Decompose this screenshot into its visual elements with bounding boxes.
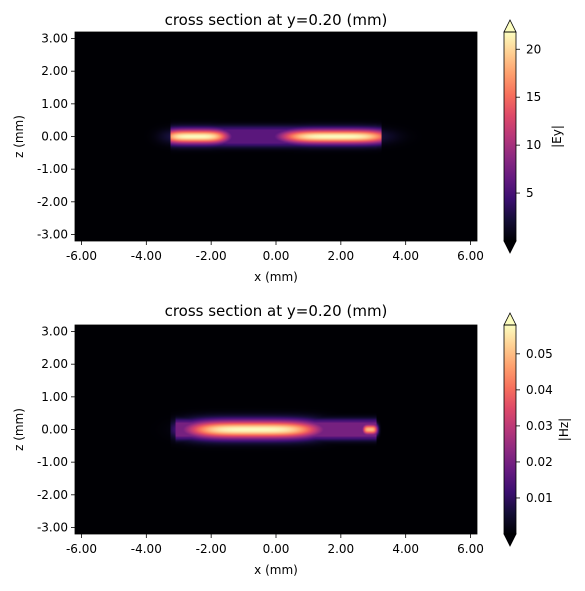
chart-ey-x-label: x (mm) bbox=[254, 270, 298, 284]
chart-ey-y-label: z (mm) bbox=[12, 115, 26, 158]
chart-hz-x-tick-label: -6.00 bbox=[66, 542, 97, 556]
chart-ey-y-tick-label: 1.00 bbox=[41, 97, 68, 111]
chart-hz-y-tick-label: -1.00 bbox=[37, 455, 68, 469]
chart-ey-x-tick-label: -4.00 bbox=[131, 249, 162, 263]
chart-hz-colorbar-frame bbox=[503, 324, 517, 535]
chart-ey-x-tick-label: -2.00 bbox=[196, 249, 227, 263]
chart-ey-y-tick-label: -2.00 bbox=[37, 195, 68, 209]
chart-ey-colorbar-tick-label: 20 bbox=[526, 42, 541, 56]
chart-ey-y-tick-label: -3.00 bbox=[37, 227, 68, 241]
chart-ey: cross section at y=0.20 (mm) -6.00 -4.00-… bbox=[12, 11, 564, 284]
chart-hz-x-tick-label: -4.00 bbox=[131, 542, 162, 556]
chart-ey-colorbar-frame bbox=[503, 31, 517, 242]
chart-ey-colorbar-tick-label: 10 bbox=[526, 138, 541, 152]
chart-hz-y-tick-label: -3.00 bbox=[37, 520, 68, 534]
chart-ey-heatmap-image bbox=[75, 32, 477, 241]
chart-hz-x-tick-label: 0.00 bbox=[263, 542, 290, 556]
chart-hz-colorbar-tick-label: 0.01 bbox=[526, 491, 553, 505]
chart-ey-y-tick-label: 2.00 bbox=[41, 64, 68, 78]
chart-hz-title: cross section at y=0.20 (mm) bbox=[165, 302, 388, 320]
chart-hz-y-label: z (mm) bbox=[12, 408, 26, 451]
chart-ey-y-tick-label: -1.00 bbox=[37, 162, 68, 176]
chart-hz-colorbar-tick-label: 0.05 bbox=[526, 347, 553, 361]
chart-hz-colorbar-tick-label: 0.02 bbox=[526, 455, 553, 469]
chart-hz-colorbar-gradient bbox=[504, 325, 516, 534]
chart-hz-y-ticks: -3.00 -2.00 -1.00 0.00 1.00 2.00 3.00 bbox=[37, 325, 75, 534]
chart-ey-y-tick-label: 0.00 bbox=[41, 130, 68, 144]
chart-ey-y-ticks: -3.00 -2.00 -1.00 0.00 1.00 2.00 3.00 bbox=[37, 32, 75, 241]
chart-hz-colorbar-extend-bottom bbox=[503, 533, 517, 547]
chart-hz-y-tick-label: 0.00 bbox=[41, 423, 68, 437]
chart-ey-x-tick-label: -6.00 bbox=[66, 249, 97, 263]
chart-hz-x-tick-label: 4.00 bbox=[392, 542, 419, 556]
chart-ey-colorbar-tick-label: 15 bbox=[526, 90, 541, 104]
chart-hz-y-tick-label: -2.00 bbox=[37, 488, 68, 502]
chart-ey-x-tick-label: 6.00 bbox=[457, 249, 484, 263]
chart-hz-colorbar-tick-label: 0.04 bbox=[526, 383, 553, 397]
chart-ey-plot-area bbox=[74, 31, 478, 242]
chart-hz-colorbar-label: |Hz| bbox=[557, 418, 571, 441]
chart-ey-title: cross section at y=0.20 (mm) bbox=[165, 11, 388, 29]
chart-hz-x-tick-label: -2.00 bbox=[196, 542, 227, 556]
chart-hz-x-ticks: -6.00 -4.00 -2.00 0.00 2.00 4.00 6.00 bbox=[66, 534, 484, 556]
chart-ey-colorbar-gradient bbox=[504, 32, 516, 241]
chart-ey-colorbar: 5 10 15 20 |Ey| bbox=[503, 19, 564, 254]
chart-hz-colorbar-ticks: 0.01 0.02 0.03 0.04 0.05 bbox=[516, 347, 553, 505]
chart-ey-x-ticks: -6.00 -4.00 -2.00 0.00 2.00 4.00 6.00 bbox=[66, 241, 484, 263]
chart-hz-heatmap-image bbox=[75, 325, 477, 534]
chart-hz-colorbar: 0.01 0.02 0.03 0.04 0.05 |Hz| bbox=[503, 312, 571, 547]
chart-ey-x-tick-label: 4.00 bbox=[392, 249, 419, 263]
chart-hz-colorbar-tick-label: 0.03 bbox=[526, 419, 553, 433]
chart-hz-y-tick-label: 2.00 bbox=[41, 357, 68, 371]
chart-ey-y-tick-label: 3.00 bbox=[41, 32, 68, 46]
chart-hz-plot-area bbox=[74, 324, 478, 535]
chart-ey-colorbar-extend-bottom bbox=[503, 240, 517, 254]
chart-ey-x-tick-label: 2.00 bbox=[327, 249, 354, 263]
chart-hz-colorbar-extend-top bbox=[503, 312, 517, 326]
chart-hz-y-tick-label: 3.00 bbox=[41, 325, 68, 339]
chart-ey-x-tick-label: 0.00 bbox=[263, 249, 290, 263]
chart-ey-colorbar-ticks: 5 10 15 20 bbox=[516, 42, 541, 200]
chart-ey-colorbar-label: |Ey| bbox=[550, 125, 564, 148]
chart-hz-x-tick-label: 2.00 bbox=[327, 542, 354, 556]
chart-ey-colorbar-extend-top bbox=[503, 19, 517, 33]
chart-hz-y-tick-label: 1.00 bbox=[41, 390, 68, 404]
chart-hz-x-label: x (mm) bbox=[254, 563, 298, 577]
chart-ey-colorbar-tick-label: 5 bbox=[526, 186, 534, 200]
chart-hz-x-tick-label: 6.00 bbox=[457, 542, 484, 556]
chart-hz: cross section at y=0.20 (mm) -6.00 -4.00-… bbox=[12, 302, 571, 577]
